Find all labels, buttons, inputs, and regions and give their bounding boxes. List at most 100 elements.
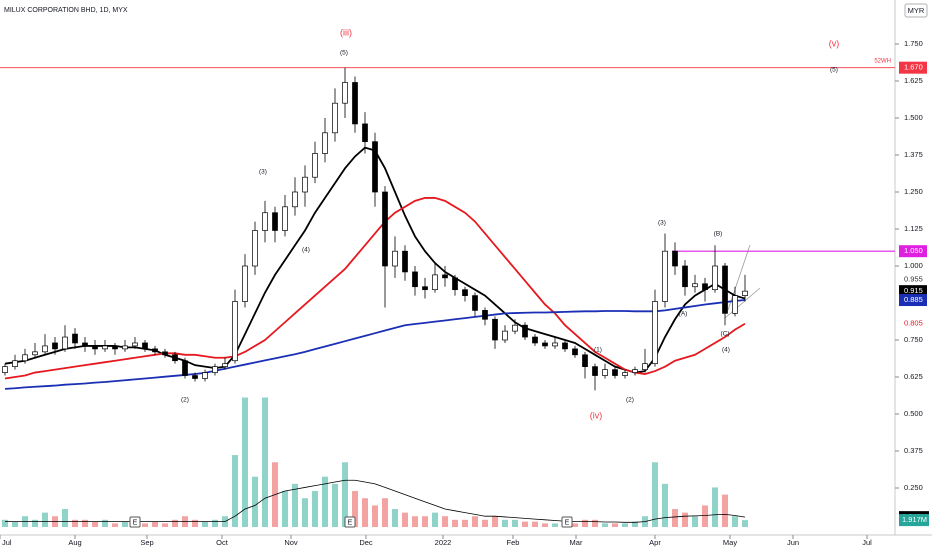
candle-body <box>52 342 58 350</box>
candle-body <box>42 345 48 353</box>
x-tick-label: Oct <box>216 538 229 547</box>
earnings-label: E <box>133 519 138 526</box>
price-label-box <box>899 294 927 307</box>
candle-body <box>392 250 398 267</box>
price-label: 1.050 <box>904 246 923 255</box>
x-tick-label: Dec <box>359 538 373 547</box>
wave-label: (5) <box>340 50 348 57</box>
volume-ma-line <box>5 479 746 523</box>
y-tick-label: 0.500 <box>904 409 923 418</box>
wave-label: (v) <box>829 38 840 48</box>
wave-label: (C) <box>720 331 729 338</box>
volume-bar <box>242 397 248 527</box>
level-name: 52WH <box>874 58 891 64</box>
currency-box[interactable] <box>904 3 928 18</box>
candle-body <box>442 274 448 279</box>
x-tick-label: Jul <box>862 538 872 547</box>
volume-bar <box>572 523 578 527</box>
earnings-marker <box>129 516 141 528</box>
volume-bar <box>102 519 108 527</box>
volume-bar <box>152 521 158 527</box>
candle-body <box>542 342 548 347</box>
volume-bar <box>82 519 88 527</box>
candle-body <box>692 283 698 288</box>
candle-body <box>402 250 408 273</box>
candle-body <box>232 301 238 362</box>
candle-body <box>192 375 198 379</box>
y-tick-label: 1.625 <box>904 76 923 85</box>
candle-body <box>22 354 28 362</box>
candle-body <box>682 265 688 288</box>
candle-body <box>382 191 388 267</box>
candle-body <box>522 324 528 338</box>
candle-body <box>132 342 138 347</box>
volume-bar <box>382 498 388 527</box>
y-tick-label: 1.750 <box>904 39 923 48</box>
trend-line <box>727 244 751 311</box>
candle-body <box>242 265 248 302</box>
volume-bar <box>622 523 628 527</box>
x-tick-label: Aug <box>68 538 81 547</box>
wave-label: (1) <box>594 347 602 354</box>
volume-bar <box>672 509 678 527</box>
volume-bar <box>712 487 718 527</box>
x-tick-label: Nov <box>284 538 298 547</box>
candle-body <box>572 348 578 356</box>
volume-bar <box>662 483 668 527</box>
candle-body <box>582 354 588 367</box>
x-tick-label: Mar <box>570 538 583 547</box>
candle-body <box>12 360 18 367</box>
volume-bar <box>682 512 688 527</box>
volume-bar <box>162 523 168 527</box>
candle-body <box>662 250 668 302</box>
volume-bar <box>412 516 418 527</box>
x-tick-label: 2022 <box>435 538 452 547</box>
price-label-box <box>899 61 927 74</box>
y-tick-label: 0.625 <box>904 372 923 381</box>
candle-body <box>632 369 638 373</box>
wave-label: (B) <box>714 231 723 238</box>
volume-bar <box>42 512 48 527</box>
volume-bar <box>432 512 438 527</box>
earnings-marker <box>344 516 356 528</box>
price-label-box <box>899 245 927 258</box>
volume-bar <box>552 523 558 527</box>
volume-bar <box>262 397 268 527</box>
wave-label: (iii) <box>340 27 352 37</box>
candle-body <box>322 132 328 154</box>
volume-bar <box>342 462 348 527</box>
volume-bar <box>252 476 258 527</box>
y-tick-label: 0.750 <box>904 335 923 344</box>
wave-label: (2) <box>181 397 189 404</box>
candle-body <box>492 318 498 341</box>
price-label: 0.955 <box>904 274 923 283</box>
moving-average <box>4 197 746 380</box>
candle-body <box>612 369 618 376</box>
wave-label: (2) <box>626 397 634 404</box>
candle-body <box>472 295 478 311</box>
volume-bar <box>122 521 128 527</box>
candle-body <box>712 265 718 291</box>
candle-body <box>702 283 708 291</box>
volume-bar <box>312 491 318 527</box>
candle-body <box>162 351 168 356</box>
candle-body <box>82 342 88 347</box>
y-tick-label: 0.375 <box>904 446 923 455</box>
wave-label: (3) <box>658 220 666 227</box>
wave-label: (iv) <box>590 410 603 420</box>
candle-body <box>302 176 308 193</box>
trend-line <box>724 287 761 319</box>
price-label: 0.805 <box>904 319 923 328</box>
volume-bar <box>192 519 198 527</box>
candle-body <box>462 289 468 296</box>
candle-body <box>502 330 508 341</box>
candle-body <box>292 191 298 208</box>
volume-bar <box>292 483 298 527</box>
volume-bar <box>472 516 478 527</box>
candle-body <box>142 342 148 350</box>
y-tick-label: 1.375 <box>904 150 923 159</box>
volume-bar <box>462 519 468 527</box>
candle-body <box>262 212 268 231</box>
